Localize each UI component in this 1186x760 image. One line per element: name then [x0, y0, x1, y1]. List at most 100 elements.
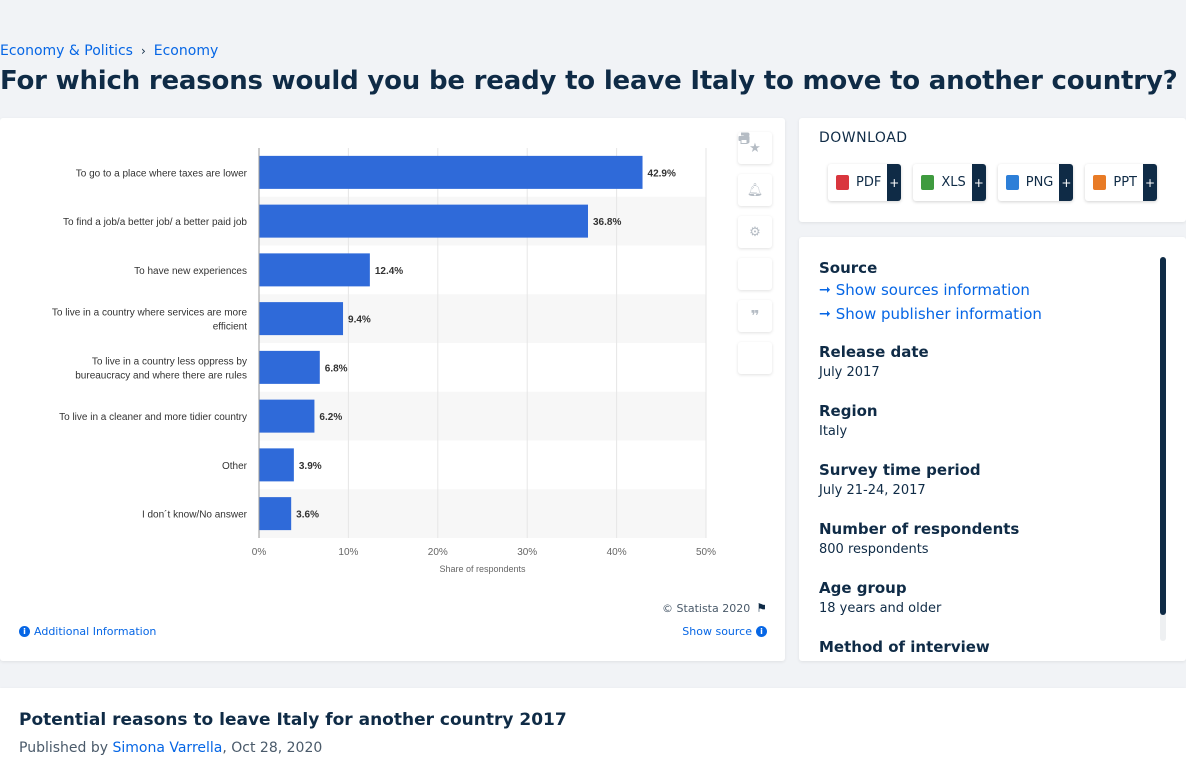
notification-button[interactable]: 🔔︎ [738, 174, 772, 206]
show-source-link[interactable]: Show source i [682, 625, 767, 638]
png-file-icon [1005, 175, 1019, 190]
plus-icon[interactable]: + [971, 164, 986, 201]
plus-icon[interactable]: + [887, 164, 902, 201]
data-label: 3.9% [299, 461, 322, 472]
show-sources-label: Show sources information [835, 281, 1030, 299]
download-xls-button[interactable]: XLS + [913, 164, 986, 201]
download-panel: DOWNLOAD PDF + XLS + PNG + PPT + [799, 118, 1186, 222]
category-label-line: To live in a country where services are … [52, 308, 248, 319]
category-label: I don´t know/No answer [142, 509, 248, 521]
breadcrumb-separator: › [140, 44, 146, 58]
statistic-title: Potential reasons to leave Italy for ano… [19, 710, 567, 730]
breadcrumb-economy[interactable]: Economy [153, 43, 219, 59]
arrow-right-icon: ➞ [819, 306, 831, 322]
category-label: To live in a cleaner and more tidier cou… [59, 412, 247, 423]
ppt-file-icon [1093, 175, 1107, 190]
quote-icon: ❞ [750, 307, 760, 325]
x-tick-label: 0% [252, 547, 267, 558]
data-label: 36.8% [593, 217, 621, 228]
x-tick-label: 50% [696, 547, 716, 558]
page-title: For which reasons would you be ready to … [0, 66, 1178, 96]
source-label: Source [819, 259, 878, 277]
survey-period-label: Survey time period [819, 461, 981, 479]
bell-icon: 🔔︎ [746, 182, 764, 198]
xls-file-icon [921, 175, 935, 190]
download-label: PPT [1113, 175, 1137, 190]
category-label-line: Other [222, 461, 248, 472]
x-tick-label: 30% [517, 547, 537, 558]
category-label-line: To live in a country less oppress by [92, 356, 247, 367]
download-pdf-button[interactable]: PDF + [828, 164, 902, 201]
row-band [259, 391, 706, 441]
region-label: Region [819, 402, 878, 420]
info-icon: i [19, 626, 30, 637]
x-axis-title: Share of respondents [439, 564, 526, 574]
published-by: Published by Simona Varrella, Oct 28, 20… [19, 740, 322, 756]
print-button[interactable] [738, 132, 772, 374]
category-label: To go to a place where taxes are lower [76, 168, 248, 179]
survey-period-value: July 21-24, 2017 [819, 483, 926, 498]
x-tick-label: 40% [607, 547, 627, 558]
published-prefix: Published by [19, 740, 109, 756]
data-label: 3.6% [296, 510, 319, 521]
chart-copyright: © Statista 2020 ⚑ [662, 601, 767, 615]
settings-button[interactable]: ⚙ [738, 216, 772, 248]
category-label-line: efficient [213, 322, 248, 333]
category-label-line: To have new experiences [134, 266, 247, 277]
bar [259, 448, 294, 482]
download-label: PDF [856, 175, 882, 190]
bar [259, 497, 292, 531]
print-icon [738, 132, 750, 144]
star-icon: ★ [749, 140, 761, 156]
category-label: To live in a country less oppress by bure… [75, 356, 247, 381]
category-label-line: bureaucracy and where there are rules [75, 370, 247, 381]
show-sources-link[interactable]: ➞ Show sources information [819, 281, 1159, 299]
additional-info-link[interactable]: i Additional Information [19, 625, 156, 638]
release-date-label: Release date [819, 343, 929, 361]
bar [259, 253, 370, 287]
age-group-value: 18 years and older [819, 601, 942, 616]
category-label-line: I don´t know/No answer [142, 509, 248, 521]
plus-icon[interactable]: + [1143, 164, 1157, 201]
cite-button[interactable]: ❞ [738, 300, 772, 332]
download-title: DOWNLOAD [819, 130, 908, 146]
published-date: , Oct 28, 2020 [222, 740, 323, 756]
download-label: PNG [1025, 175, 1054, 190]
category-label: Other [222, 461, 248, 472]
author-link[interactable]: Simona Varrella [112, 740, 223, 756]
breadcrumb: Economy & Politics › Economy [0, 43, 218, 59]
download-buttons: PDF + XLS + PNG + PPT + [828, 164, 1157, 201]
category-label: To find a job/a better job/ a better pai… [63, 217, 247, 228]
bar [259, 302, 344, 336]
x-tick-label: 20% [428, 547, 448, 558]
bar [259, 350, 320, 384]
info-icon: i [756, 626, 767, 637]
scrollbar-thumb[interactable] [1160, 257, 1166, 615]
details-scrollbar[interactable] [1160, 257, 1166, 641]
download-ppt-button[interactable]: PPT + [1085, 164, 1157, 201]
additional-info-label: Additional Information [34, 625, 157, 638]
data-label: 9.4% [348, 315, 371, 326]
show-publisher-label: Show publisher information [835, 305, 1042, 323]
download-png-button[interactable]: PNG + [997, 164, 1074, 201]
gear-icon: ⚙ [749, 224, 761, 240]
data-label: 12.4% [375, 266, 403, 277]
release-date-value: July 2017 [819, 365, 880, 380]
show-publisher-link[interactable]: ➞ Show publisher information [819, 305, 1159, 323]
bar [259, 155, 643, 189]
data-label: 42.9% [648, 168, 676, 179]
breadcrumb-economy-politics[interactable]: Economy & Politics [0, 43, 133, 59]
x-tick-label: 10% [338, 547, 358, 558]
flag-icon[interactable]: ⚑ [756, 601, 767, 615]
bar [259, 399, 315, 433]
share-button[interactable] [738, 132, 772, 290]
details-content: Source ➞ Show sources information ➞ Show… [819, 259, 1159, 660]
data-label: 6.2% [319, 412, 342, 423]
plus-icon[interactable]: + [1059, 164, 1074, 201]
copyright-text: © Statista 2020 [662, 601, 751, 615]
pdf-file-icon [836, 175, 849, 190]
category-label-line: To find a job/a better job/ a better pai… [63, 217, 247, 228]
data-label: 6.8% [325, 363, 348, 374]
chart-toolbar: ★ 🔔︎ ⚙ ❞ [738, 132, 772, 384]
details-panel: Source ➞ Show sources information ➞ Show… [799, 237, 1186, 661]
